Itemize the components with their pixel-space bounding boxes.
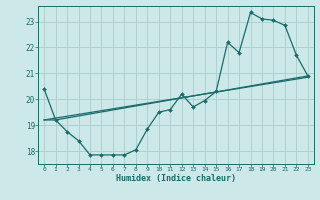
X-axis label: Humidex (Indice chaleur): Humidex (Indice chaleur) <box>116 174 236 183</box>
